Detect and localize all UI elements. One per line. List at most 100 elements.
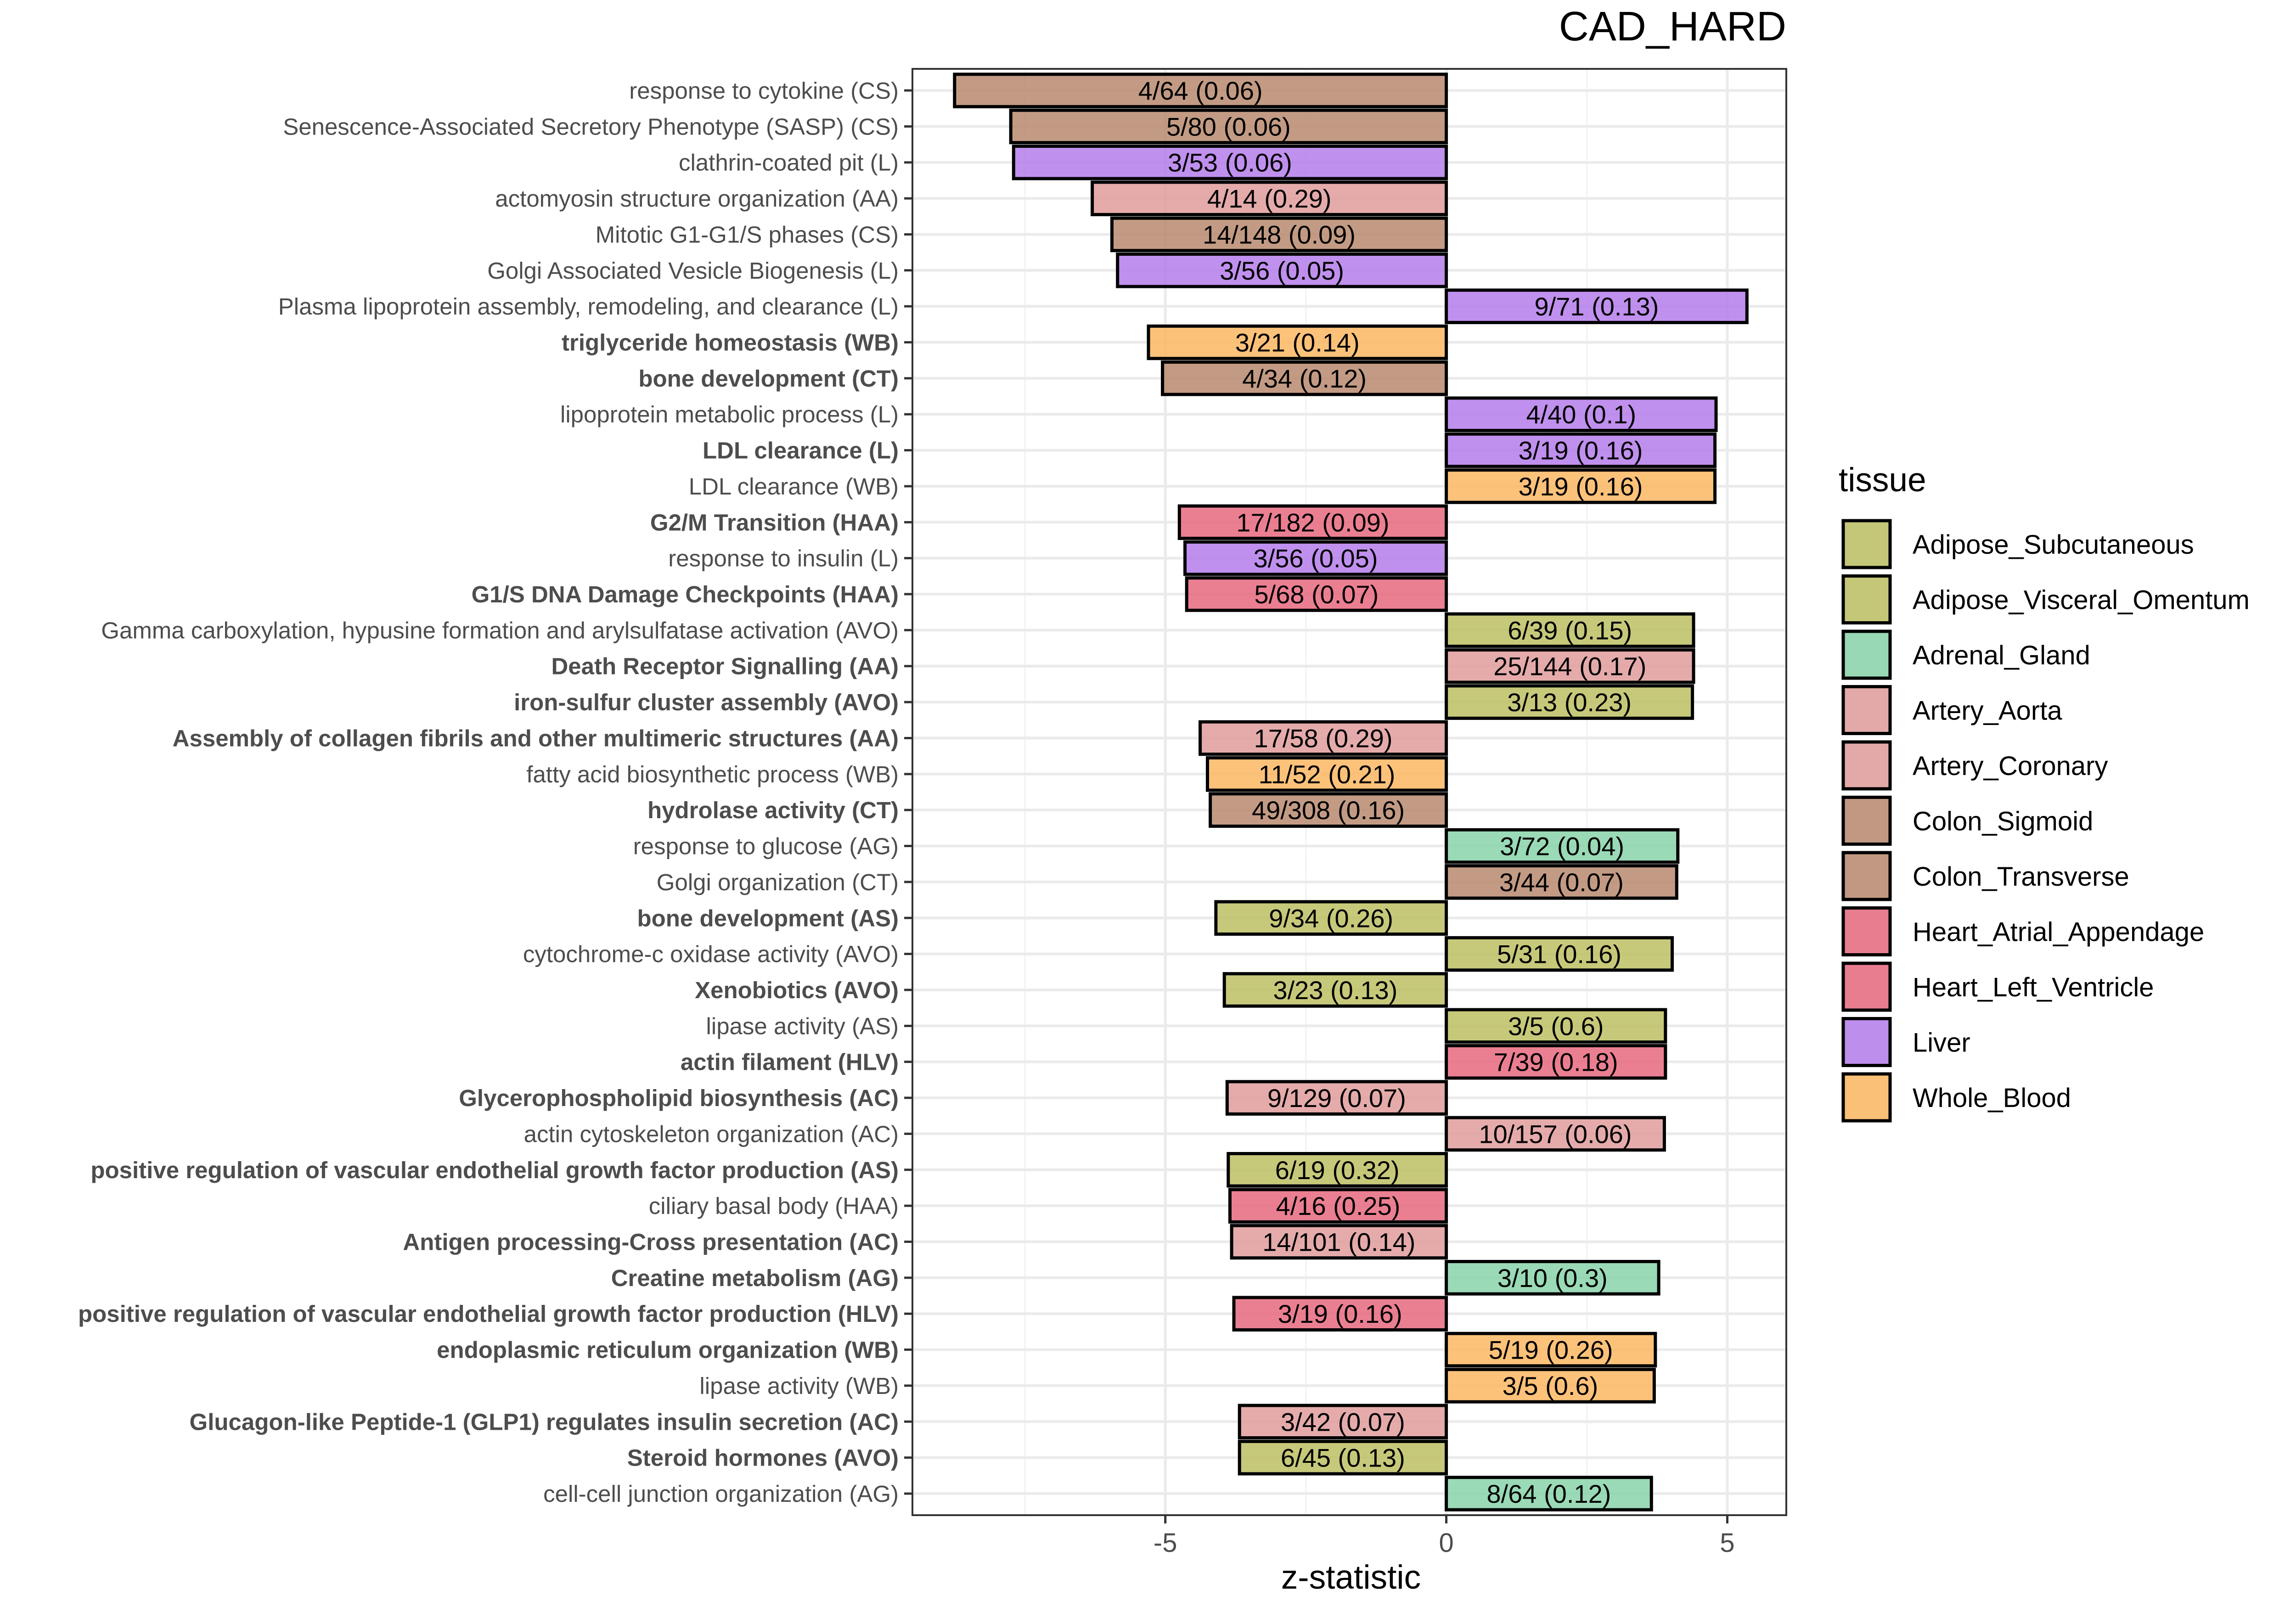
y-tick-label: Antigen processing-Cross presentation (A… xyxy=(403,1229,899,1255)
y-tick-label: Death Receptor Signalling (AA) xyxy=(551,653,899,680)
y-tick-label: G1/S DNA Damage Checkpoints (HAA) xyxy=(472,581,899,607)
bar xyxy=(1238,1404,1448,1440)
y-tick-label: Senescence-Associated Secretory Phenotyp… xyxy=(283,113,899,140)
bar xyxy=(1445,864,1678,900)
bar xyxy=(1445,1116,1666,1152)
plot-border xyxy=(912,68,1787,1516)
bar-label: 17/58 (0.29) xyxy=(1254,724,1393,753)
y-tick-label: lipoprotein metabolic process (L) xyxy=(560,401,899,427)
bar xyxy=(1227,1152,1448,1188)
y-tick-label: actin filament (HLV) xyxy=(681,1049,899,1075)
x-tick-label: 0 xyxy=(1439,1528,1453,1558)
legend-key xyxy=(1841,1072,1892,1123)
bar-label: 3/10 (0.3) xyxy=(1497,1264,1608,1292)
bar-label: 6/19 (0.32) xyxy=(1275,1156,1400,1185)
bar-label: 9/71 (0.13) xyxy=(1535,292,1659,321)
bar-label: 3/53 (0.06) xyxy=(1168,148,1292,177)
y-tick-label: bone development (CT) xyxy=(638,365,899,392)
bar-label: 3/13 (0.23) xyxy=(1507,688,1632,717)
y-tick-label: Xenobiotics (AVO) xyxy=(695,977,899,1003)
y-tick-label: Gamma carboxylation, hypusine formation … xyxy=(101,617,899,643)
x-axis-label: z-statistic xyxy=(1281,1559,1421,1596)
bar xyxy=(1445,1368,1656,1404)
legend-label: Heart_Atrial_Appendage xyxy=(1913,917,2204,947)
bar xyxy=(1214,900,1448,936)
bar-label: 14/101 (0.14) xyxy=(1262,1227,1415,1256)
y-tick-label: Plasma lipoprotein assembly, remodeling,… xyxy=(278,293,899,320)
y-tick-label: cytochrome-c oxidase activity (AVO) xyxy=(523,941,899,967)
bar-label: 11/52 (0.21) xyxy=(1259,760,1396,789)
legend-label: Heart_Left_Ventricle xyxy=(1913,972,2154,1002)
legend-label: Adrenal_Gland xyxy=(1913,641,2090,670)
y-tick-label: actin cytoskeleton organization (AC) xyxy=(524,1121,899,1147)
bar xyxy=(1161,360,1448,396)
y-tick-label: actomyosin structure organization (AA) xyxy=(495,185,899,212)
legend-label: Whole_Blood xyxy=(1913,1083,2071,1113)
y-tick-label: bone development (AS) xyxy=(637,905,899,931)
bar xyxy=(1445,288,1749,324)
legend-key xyxy=(1841,519,1892,569)
bar-label: 5/68 (0.07) xyxy=(1254,580,1379,609)
y-tick-label: Golgi organization (CT) xyxy=(657,869,899,895)
legend-key xyxy=(1841,961,1892,1012)
y-tick-label: hydrolase activity (CT) xyxy=(647,797,899,823)
y-tick-label: lipase activity (WB) xyxy=(699,1373,899,1399)
bar-label: 4/34 (0.12) xyxy=(1242,364,1367,393)
bar-label: 9/129 (0.07) xyxy=(1267,1084,1406,1113)
bar-label: 3/19 (0.16) xyxy=(1278,1299,1402,1328)
y-tick-label: Glycerophospholipid biosynthesis (AC) xyxy=(459,1085,899,1111)
bar xyxy=(1445,396,1718,432)
bar-label: 6/39 (0.15) xyxy=(1508,616,1632,645)
bar-label: 3/72 (0.04) xyxy=(1500,832,1624,861)
y-tick-label: endoplasmic reticulum organization (WB) xyxy=(437,1337,899,1363)
bar-label: 3/19 (0.16) xyxy=(1519,436,1643,465)
legend-key xyxy=(1841,851,1892,901)
y-tick-label: ciliary basal body (HAA) xyxy=(649,1193,899,1219)
bar xyxy=(1147,324,1448,360)
legend-label: Adipose_Visceral_Omentum xyxy=(1913,585,2250,615)
bar xyxy=(1232,1296,1448,1332)
bar xyxy=(1183,540,1448,576)
y-tick-label: positive regulation of vascular endothel… xyxy=(78,1301,899,1327)
bar-label: 3/19 (0.16) xyxy=(1519,472,1643,501)
bar-label: 5/19 (0.26) xyxy=(1489,1336,1613,1365)
y-tick-label: G2/M Transition (HAA) xyxy=(650,509,899,535)
bar-label: 3/44 (0.07) xyxy=(1499,868,1624,897)
legend-label: Artery_Aorta xyxy=(1913,696,2062,726)
y-tick-label: triglyceride homeostasis (WB) xyxy=(562,330,899,356)
bar xyxy=(1110,216,1448,253)
legend-label: Adipose_Subcutaneous xyxy=(1913,530,2194,560)
y-tick-label: clathrin-coated pit (L) xyxy=(679,150,899,176)
legend-title: tissue xyxy=(1839,461,1926,499)
y-tick-label: fatty acid biosynthetic process (WB) xyxy=(526,761,899,787)
y-tick-label: cell-cell junction organization (AG) xyxy=(543,1481,899,1507)
legend-key xyxy=(1841,629,1892,680)
y-tick-label: response to glucose (AG) xyxy=(633,833,899,860)
y-tick-label: positive regulation of vascular endothel… xyxy=(90,1157,899,1183)
bar-label: 4/14 (0.29) xyxy=(1207,184,1332,213)
bar xyxy=(1012,144,1448,180)
legend-key xyxy=(1841,906,1892,956)
bar xyxy=(1177,504,1448,540)
bar-label: 49/308 (0.16) xyxy=(1252,796,1405,825)
bar-label: 3/56 (0.05) xyxy=(1220,256,1344,285)
y-axis: response to cytokine (CS) Senescence-Asso… xyxy=(78,78,912,1507)
x-tick-label: -5 xyxy=(1154,1528,1177,1558)
bar-label: 14/148 (0.09) xyxy=(1203,220,1356,249)
bar-label: 8/64 (0.12) xyxy=(1487,1479,1611,1508)
bar xyxy=(1091,180,1448,216)
bar-label: 3/42 (0.07) xyxy=(1281,1407,1405,1436)
bar xyxy=(1238,1439,1448,1476)
y-tick-label: Golgi Associated Vesicle Biogenesis (L) xyxy=(487,258,899,284)
bar-label: 17/182 (0.09) xyxy=(1236,508,1389,537)
y-tick-label: Glucagon-like Peptide-1 (GLP1) regulates… xyxy=(190,1409,899,1435)
bar xyxy=(1445,1476,1653,1511)
bar-label: 5/31 (0.16) xyxy=(1497,940,1621,969)
plot-panel: 4/64 (0.06) 5/80 (0.06) 3/53 (0.06) 4/14 (0… xyxy=(912,68,1787,1516)
y-tick-label: iron-sulfur cluster assembly (AVO) xyxy=(514,689,899,715)
bar xyxy=(1009,108,1448,145)
bar-label: 3/56 (0.05) xyxy=(1254,544,1378,573)
bar-label: 9/34 (0.26) xyxy=(1269,904,1393,933)
bar-label: 5/80 (0.06) xyxy=(1166,112,1291,141)
